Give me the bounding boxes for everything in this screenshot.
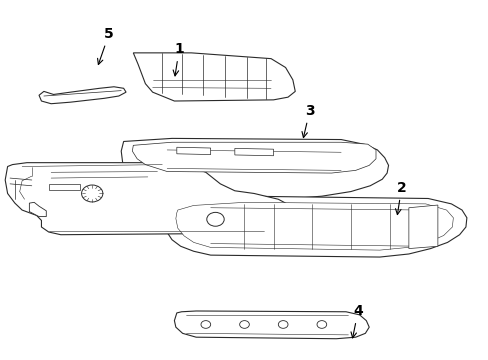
Polygon shape bbox=[164, 196, 466, 257]
Circle shape bbox=[206, 212, 224, 226]
Polygon shape bbox=[133, 53, 295, 101]
Circle shape bbox=[201, 321, 210, 328]
Circle shape bbox=[81, 185, 102, 202]
Text: 1: 1 bbox=[173, 42, 184, 76]
Polygon shape bbox=[177, 147, 210, 154]
Text: 2: 2 bbox=[395, 181, 406, 215]
Polygon shape bbox=[408, 205, 437, 248]
Circle shape bbox=[278, 321, 287, 328]
Polygon shape bbox=[39, 87, 126, 104]
Polygon shape bbox=[132, 142, 375, 173]
Text: 3: 3 bbox=[302, 104, 314, 138]
Polygon shape bbox=[29, 202, 46, 217]
Polygon shape bbox=[176, 202, 452, 250]
Polygon shape bbox=[234, 148, 273, 156]
Circle shape bbox=[239, 321, 249, 328]
Circle shape bbox=[316, 321, 326, 328]
Polygon shape bbox=[174, 311, 368, 339]
Polygon shape bbox=[121, 138, 388, 198]
Polygon shape bbox=[49, 184, 80, 190]
Text: 4: 4 bbox=[350, 304, 362, 338]
Polygon shape bbox=[5, 163, 300, 235]
Text: 5: 5 bbox=[98, 27, 114, 64]
